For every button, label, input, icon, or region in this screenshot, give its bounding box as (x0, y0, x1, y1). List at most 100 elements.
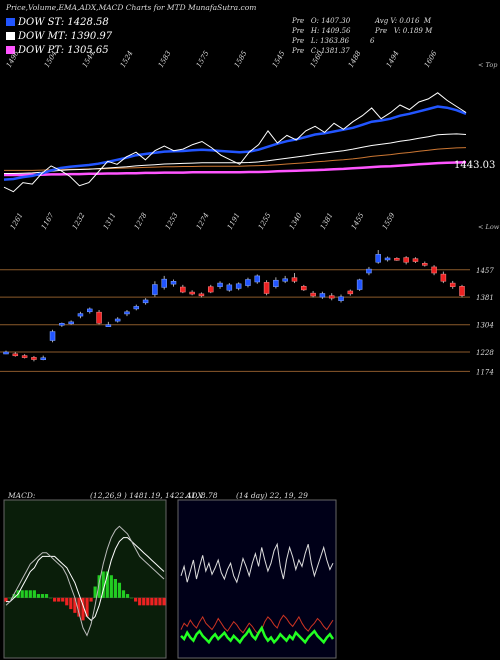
macd-hist-bar (8, 597, 12, 599)
legend-dow-pt: DOW PT: 1305.65 (6, 45, 109, 56)
adx-line (180, 542, 334, 584)
level-label: 1174 (476, 368, 494, 376)
macd-hist-bar (162, 597, 166, 606)
macd-hist-bar (69, 597, 73, 610)
top-tick-label: 1585 (233, 49, 249, 69)
candle (180, 286, 186, 293)
legend-dow-mt: DOW MT: 1390.97 (6, 31, 112, 42)
candle (235, 283, 242, 289)
macd-hist-bar (57, 597, 61, 602)
candle (124, 311, 130, 315)
low-tick-label: 1167 (40, 211, 56, 231)
level-label: 1457 (476, 267, 494, 275)
candle (68, 321, 74, 325)
candle (282, 278, 288, 282)
low-tick-label: 1255 (257, 211, 273, 231)
candle (375, 254, 381, 263)
macd-hist-bar (117, 582, 122, 598)
macd-hist-bar (20, 590, 24, 598)
candle (12, 353, 19, 357)
low-tick-label: 1340 (288, 211, 304, 231)
low-tick-label: 1455 (350, 211, 366, 231)
top-tick-label: 1488 (347, 49, 363, 69)
macd-hist-bar (73, 597, 77, 613)
macd-params: (12,26,9 ) 1481.19, 1422.41, 8.78 (90, 491, 218, 500)
macd-hist-bar (65, 597, 69, 606)
legend-swatch-pink (6, 46, 15, 54)
macd-hist-bar (89, 597, 93, 602)
macd-hist-bar (36, 594, 41, 598)
candle (356, 279, 363, 290)
macd-hist-bar (12, 594, 16, 598)
candle (273, 279, 279, 287)
chart-title: Price,Volume,EMA,ADX,MACD Charts for MTD… (6, 3, 257, 12)
candle (114, 318, 121, 322)
candle (152, 284, 158, 295)
macd-hist-bar (53, 597, 57, 602)
macd-hist-bar (40, 594, 45, 598)
candle (431, 266, 437, 274)
legend-dow-st: DOW ST: 1428.58 (6, 17, 109, 28)
stat-six: 6 (370, 37, 375, 45)
candle (105, 324, 112, 327)
candle (422, 263, 428, 266)
stat-close: Pre C: 1381.37 (292, 47, 350, 55)
candle (263, 282, 270, 294)
candle (254, 275, 261, 283)
top-label: < Top (478, 61, 498, 69)
macd-hist-bar (109, 575, 113, 598)
candle (207, 286, 214, 293)
candle (40, 357, 46, 360)
adx-panel (177, 499, 337, 659)
top-tick-label: 1544 (81, 50, 97, 69)
macd-hist-bar (154, 597, 158, 606)
level-label: 1381 (476, 294, 494, 302)
macd-hist-bar (81, 597, 85, 621)
candle (170, 281, 177, 285)
top-tick-label: 1524 (119, 50, 135, 69)
macd-hist-bar (158, 597, 162, 606)
macd-hist-bar (61, 597, 65, 602)
low-tick-label: 1278 (133, 211, 149, 231)
top-tick-label: 1560 (309, 49, 325, 69)
stat-avg-volume: Avg V: 0.016 M (375, 17, 432, 25)
candle (77, 313, 84, 317)
candle (301, 286, 307, 291)
macd-hist-bar (44, 594, 49, 598)
top-tick-label: 1496 (5, 49, 21, 69)
low-tick-label: 1253 (164, 211, 180, 231)
macd-hist-bar (97, 575, 101, 598)
stat-open: Pre O: 1407.30 (292, 17, 351, 25)
candle (412, 258, 419, 262)
candle (21, 355, 28, 358)
ema-short-line (3, 105, 467, 181)
candle (161, 278, 167, 288)
macd-hist-bar (85, 597, 89, 617)
candle (366, 268, 372, 274)
level-label: 1228 (476, 349, 494, 357)
candle (328, 295, 335, 299)
macd-hist-bar (77, 597, 81, 617)
macd-hist-bar (4, 597, 8, 602)
macd-hist-bar (146, 597, 150, 606)
macd-hist-bar (121, 590, 126, 598)
last-price-label: 1443.03 (454, 160, 495, 171)
low-tick-label: 1232 (71, 211, 87, 231)
minus-di-line (180, 614, 334, 636)
candle (291, 277, 298, 282)
macd-hist-bar (142, 597, 146, 606)
candle (384, 257, 391, 261)
candle (49, 331, 56, 341)
top-tick-label: 1545 (271, 49, 287, 69)
candle (198, 293, 205, 297)
candle (245, 279, 251, 286)
macd-hist-bar (28, 590, 32, 598)
candle (59, 323, 65, 326)
candle (310, 292, 316, 297)
candle (459, 286, 465, 296)
macd-panel (3, 499, 167, 659)
candle (338, 296, 344, 301)
candle (217, 282, 223, 287)
legend-dow-mt-label: DOW MT: 1390.97 (18, 31, 113, 42)
